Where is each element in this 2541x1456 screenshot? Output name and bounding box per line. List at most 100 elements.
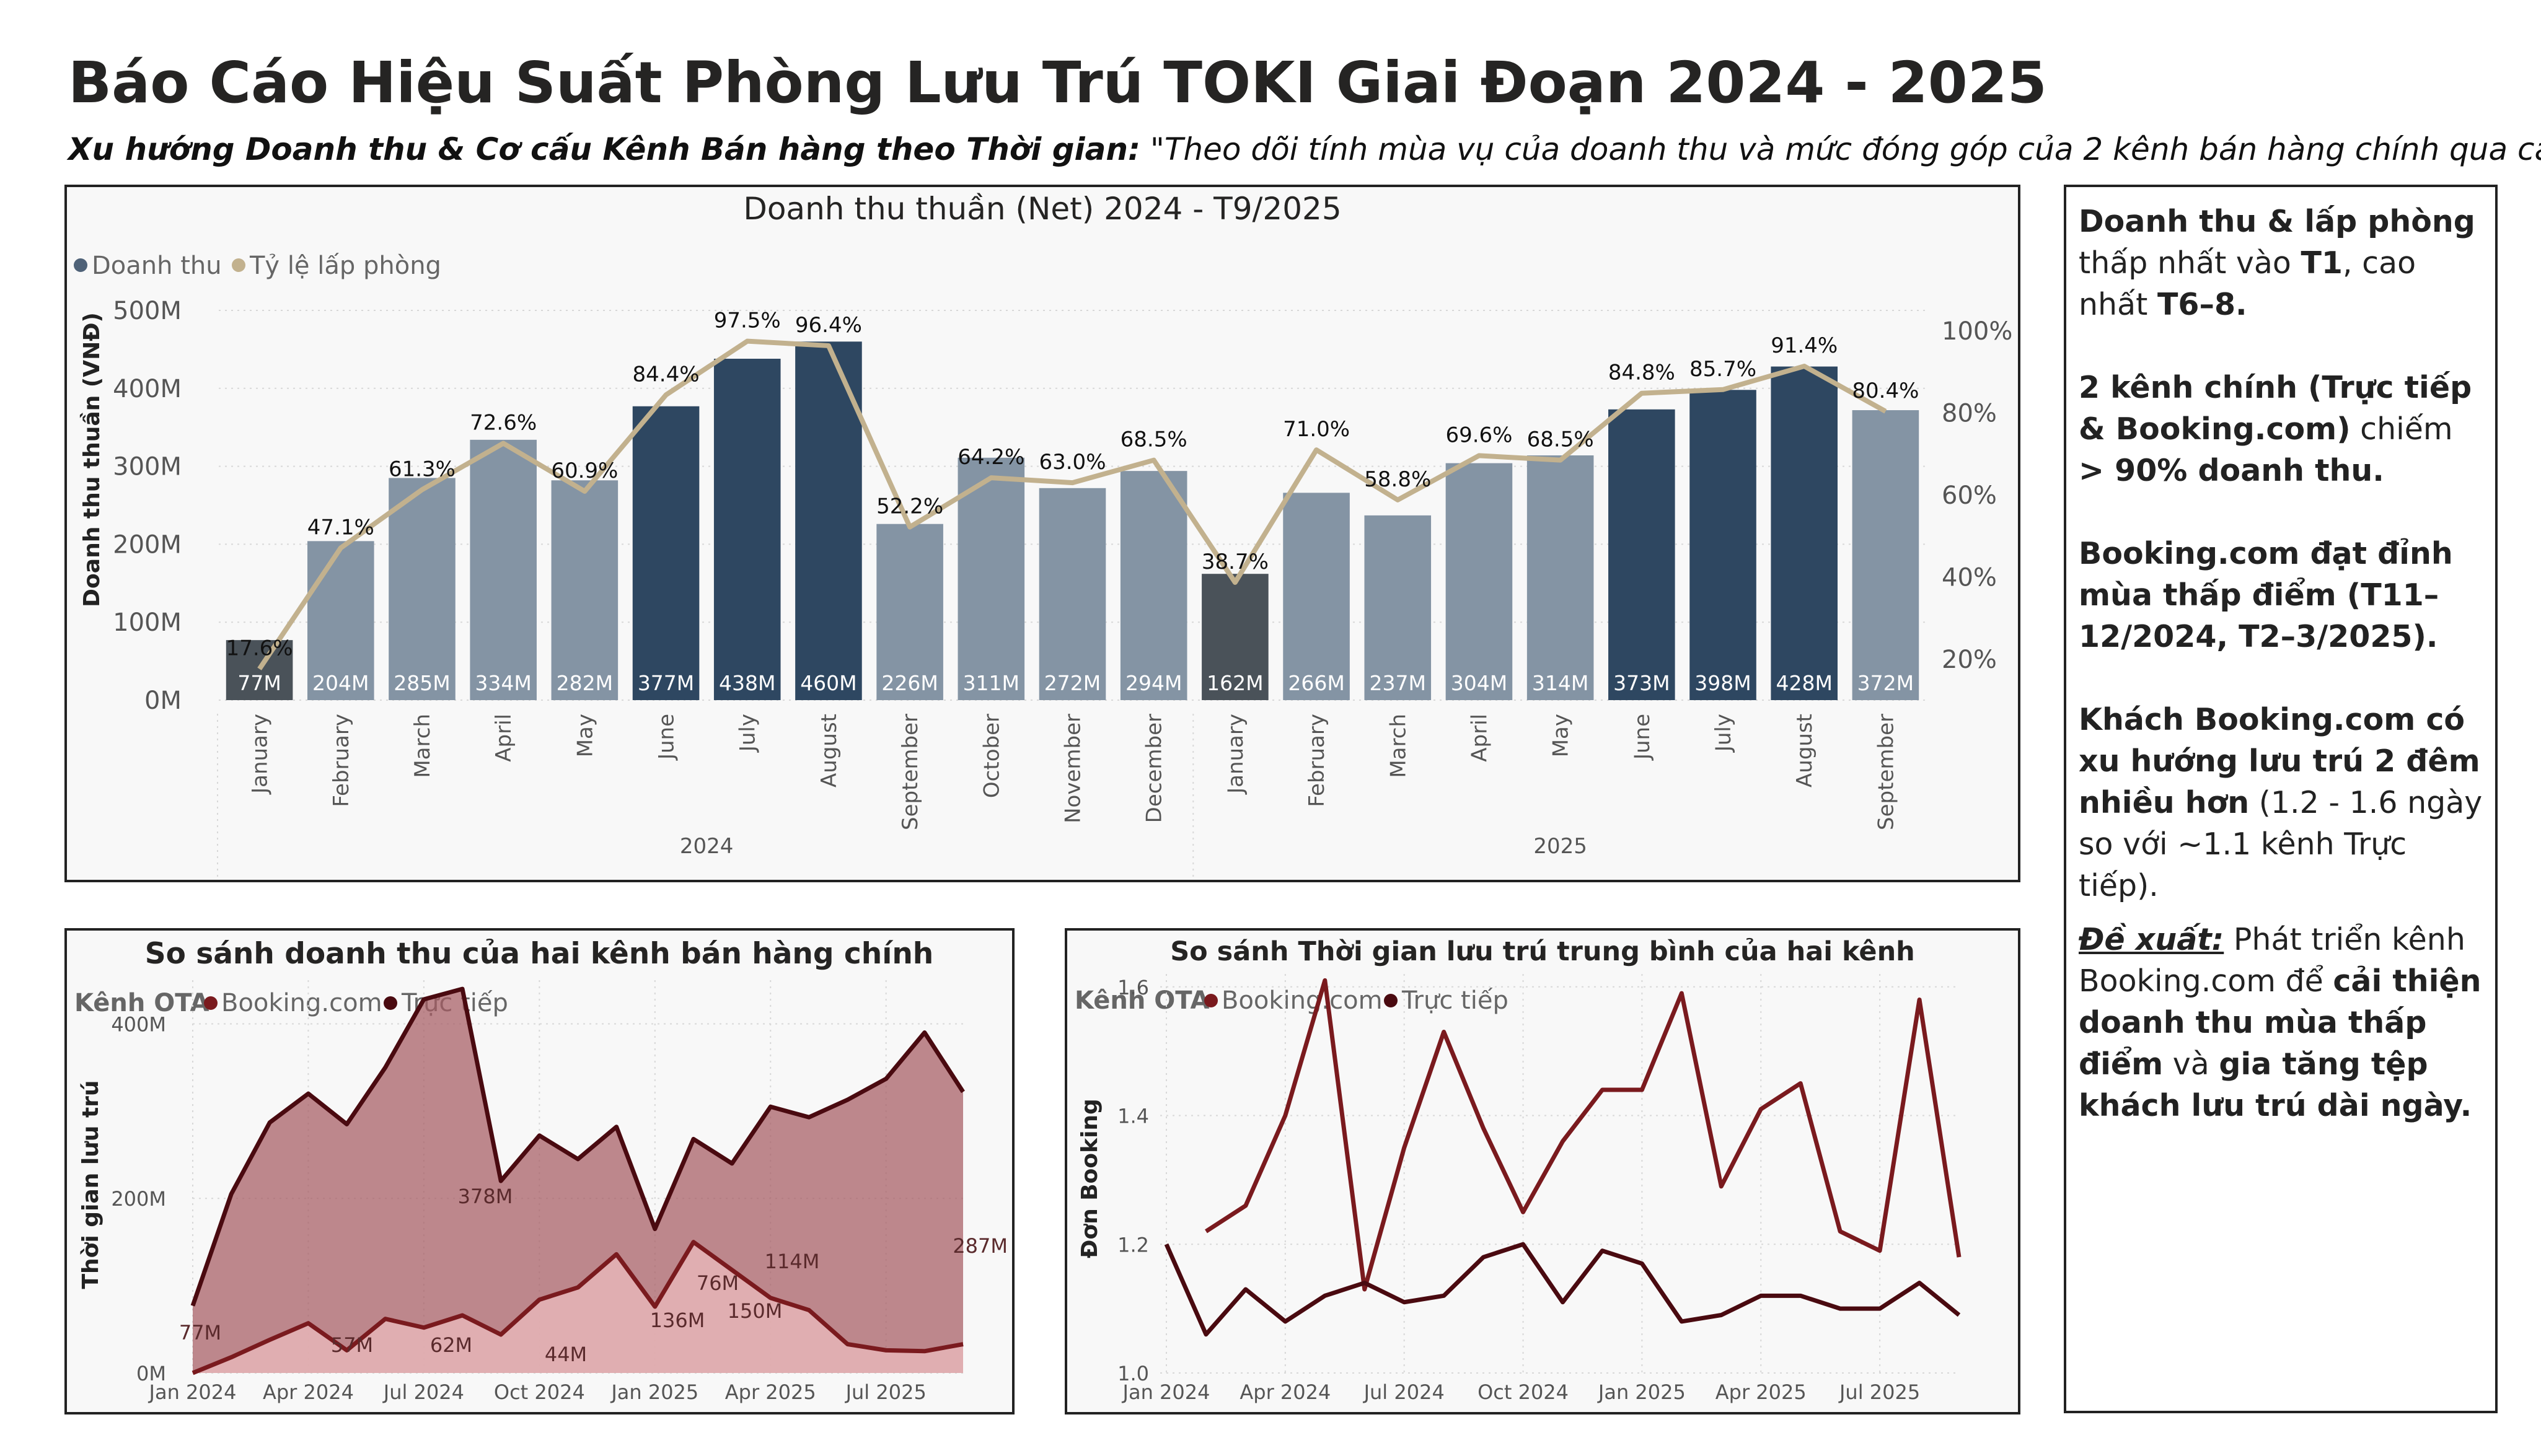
bar-value-label: 204M bbox=[312, 671, 369, 695]
channel-revenue-panel[interactable]: So sánh doanh thu của hai kênh bán hàng … bbox=[64, 928, 1015, 1414]
occupancy-label: 60.9% bbox=[551, 458, 618, 483]
bar-value-label: 398M bbox=[1694, 671, 1751, 695]
revenue-bar bbox=[1283, 493, 1350, 700]
bar-value-label: 266M bbox=[1288, 671, 1344, 695]
legend-label-occupancy: Tỷ lệ lấp phòng bbox=[249, 252, 441, 280]
x-tick-label: July bbox=[736, 714, 760, 753]
report-subtitle: Xu hướng Doanh thu & Cơ cấu Kênh Bán hàn… bbox=[68, 131, 2541, 167]
insight-5-text-2: và bbox=[2163, 1046, 2219, 1082]
y-tick-label: 400M bbox=[111, 1012, 166, 1036]
occupancy-label: 85.7% bbox=[1689, 357, 1756, 382]
stay-length-chart: So sánh Thời gian lưu trú trung bình của… bbox=[1075, 936, 1962, 1404]
bar-value-label: 285M bbox=[394, 671, 450, 695]
bar-value-label: 428M bbox=[1776, 671, 1832, 695]
x-tick-label: Jul 2024 bbox=[1363, 1380, 1445, 1404]
revenue-bar bbox=[632, 406, 700, 700]
legend-marker-occupancy bbox=[232, 258, 245, 272]
subtitle-text: "Theo dõi tính mùa vụ của doanh thu và m… bbox=[1150, 131, 2541, 167]
insight-1-bold: Doanh thu & lấp phòng bbox=[2079, 204, 2475, 239]
bar-value-label: 304M bbox=[1451, 671, 1507, 695]
x-tick-label: Jan 2024 bbox=[148, 1380, 237, 1404]
bar-value-label: 162M bbox=[1207, 671, 1263, 695]
legend-marker-booking bbox=[204, 996, 218, 1010]
chart-title: Doanh thu thuần (Net) 2024 - T9/2025 bbox=[743, 191, 1341, 227]
legend-title: Kênh OTA bbox=[74, 989, 209, 1017]
data-label: 44M bbox=[545, 1343, 587, 1366]
insight-4: Khách Booking.com có xu hướng lưu trú 2 … bbox=[2079, 699, 2483, 906]
x-tick-label: Apr 2025 bbox=[1715, 1380, 1807, 1404]
occupancy-label: 52.2% bbox=[876, 494, 943, 519]
x-tick-label: Apr 2025 bbox=[725, 1380, 816, 1404]
legend-title: Kênh OTA bbox=[1075, 986, 1209, 1015]
bar-value-label: 77M bbox=[237, 671, 281, 695]
y-tick-label: 400M bbox=[113, 375, 182, 403]
x-tick-label: September bbox=[898, 714, 923, 830]
y-tick-label: 1.0 bbox=[1117, 1362, 1149, 1385]
bar-value-label: 282M bbox=[557, 671, 613, 695]
legend-marker-direct bbox=[384, 996, 397, 1010]
occupancy-label: 69.6% bbox=[1445, 423, 1512, 447]
x-tick-label: July bbox=[1711, 714, 1736, 753]
insight-5-bold: cải thiện doanh thu mùa thấp điểm bbox=[2079, 963, 2482, 1082]
occupancy-label: 17.6% bbox=[226, 636, 293, 661]
x-tick-label: March bbox=[410, 714, 435, 778]
x-tick-label: September bbox=[1874, 714, 1898, 830]
subtitle-bold: Xu hướng Doanh thu & Cơ cấu Kênh Bán hàn… bbox=[68, 131, 1140, 167]
occupancy-label: 97.5% bbox=[714, 309, 781, 333]
revenue-bar bbox=[1526, 455, 1594, 700]
x-tick-label: Oct 2024 bbox=[1477, 1380, 1569, 1404]
insight-1-text: thấp nhất vào bbox=[2079, 245, 2301, 281]
x-tick-label: Jan 2025 bbox=[1597, 1380, 1686, 1404]
group-label-2024: 2024 bbox=[680, 834, 734, 859]
chart-title: So sánh Thời gian lưu trú trung bình của… bbox=[1170, 936, 1915, 967]
x-tick-label: January bbox=[1223, 714, 1248, 795]
occupancy-label: 63.0% bbox=[1039, 450, 1106, 475]
bar-value-label: 226M bbox=[881, 671, 938, 695]
x-tick-label: August bbox=[1792, 714, 1817, 787]
y2-tick-label: 100% bbox=[1942, 317, 2012, 346]
revenue-bar bbox=[1202, 574, 1269, 700]
bar-value-label: 272M bbox=[1044, 671, 1101, 695]
group-label-2025: 2025 bbox=[1533, 834, 1587, 859]
insight-2-bold: 2 kênh chính (Trực tiếp & Booking.com) bbox=[2079, 370, 2472, 447]
insight-4-text: (1.2 - 1.6 ngày so với ~1.1 kênh Trực ti… bbox=[2079, 785, 2483, 903]
insight-3: Booking.com đạt đỉnh mùa thấp điểm (T11–… bbox=[2079, 533, 2483, 657]
insight-1: Doanh thu & lấp phòng thấp nhất vào T1, … bbox=[2079, 201, 2483, 325]
bar-value-label: 334M bbox=[475, 671, 531, 695]
y2-tick-label: 60% bbox=[1942, 481, 1997, 510]
y-tick-label: 1.2 bbox=[1117, 1233, 1149, 1256]
occupancy-label: 84.8% bbox=[1608, 361, 1675, 385]
stay-length-panel[interactable]: So sánh Thời gian lưu trú trung bình của… bbox=[1065, 928, 2020, 1414]
occupancy-label: 58.8% bbox=[1364, 467, 1431, 492]
revenue-bar bbox=[1120, 471, 1187, 700]
revenue-bar bbox=[876, 524, 943, 700]
proposal-label: Đề xuất: bbox=[2079, 922, 2224, 957]
bar-value-label: 377M bbox=[638, 671, 694, 695]
revenue-bar bbox=[551, 480, 619, 700]
x-tick-label: Jan 2024 bbox=[1122, 1380, 1210, 1404]
x-tick-label: Jan 2025 bbox=[610, 1380, 698, 1404]
occupancy-label: 68.5% bbox=[1527, 428, 1594, 452]
y-tick-label: 200M bbox=[113, 530, 182, 559]
revenue-chart-panel[interactable]: Doanh thu thuần (Net) 2024 - T9/2025 Doan… bbox=[64, 185, 2020, 882]
occupancy-label: 91.4% bbox=[1771, 333, 1838, 358]
legend-label-direct: Trực tiếp bbox=[1401, 986, 1508, 1015]
data-label: 57M bbox=[331, 1333, 373, 1357]
revenue-bar bbox=[1689, 390, 1756, 700]
x-tick-label: October bbox=[979, 714, 1004, 798]
insight-1-bold-3: T6–8. bbox=[2157, 287, 2247, 322]
bar-value-label: 372M bbox=[1857, 671, 1914, 695]
x-tick-label: Apr 2024 bbox=[1240, 1380, 1331, 1404]
x-tick-label: June bbox=[654, 714, 679, 761]
data-label: 287M bbox=[953, 1234, 1008, 1258]
x-tick-label: June bbox=[1630, 714, 1655, 761]
insight-1-bold-2: T1 bbox=[2301, 245, 2343, 281]
x-tick-label: May bbox=[1549, 714, 1574, 757]
bar-value-label: 294M bbox=[1125, 671, 1182, 695]
data-label: 378M bbox=[458, 1185, 513, 1208]
occupancy-label: 47.1% bbox=[307, 515, 374, 540]
channel-revenue-chart: So sánh doanh thu của hai kênh bán hàng … bbox=[74, 937, 1008, 1404]
y-tick-label: 300M bbox=[113, 453, 182, 481]
occupancy-label: 64.2% bbox=[958, 445, 1024, 470]
bar-value-label: 438M bbox=[719, 671, 775, 695]
